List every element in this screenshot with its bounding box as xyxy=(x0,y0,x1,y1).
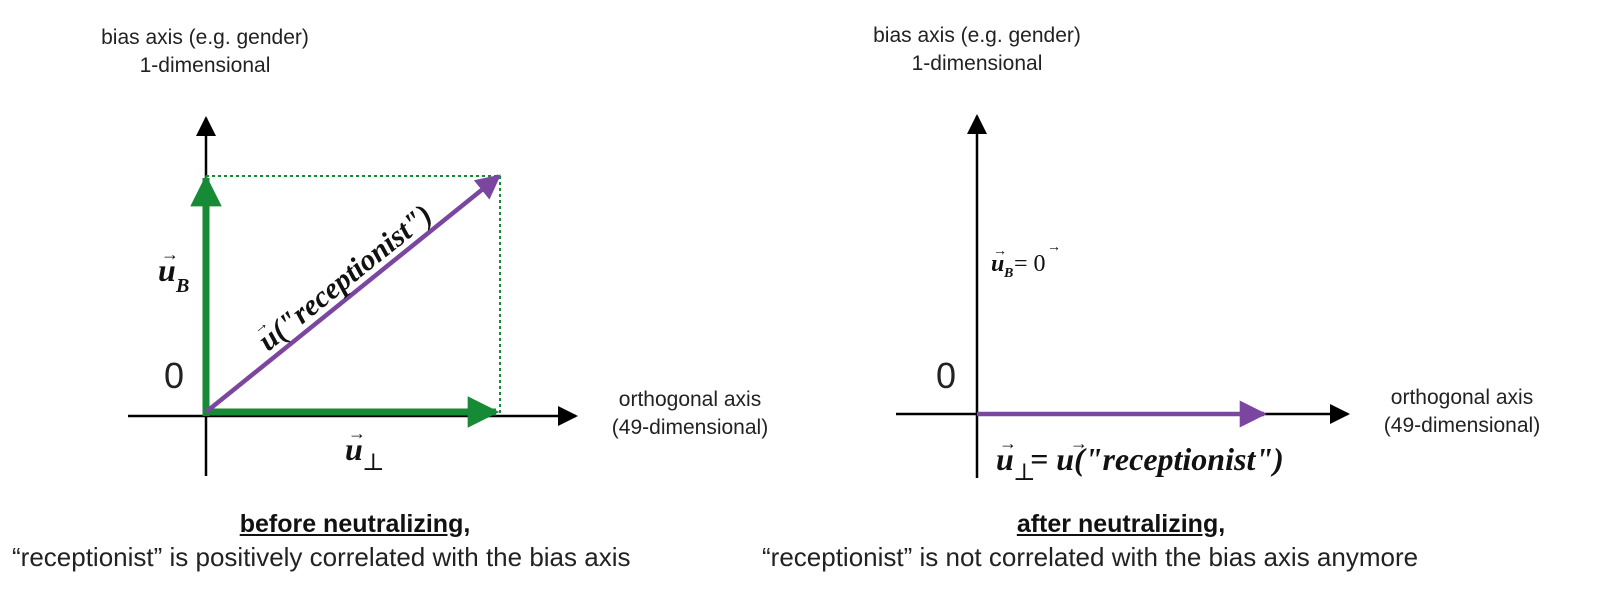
right-u-perp-equation: u → ⊥ = u("receptionist") → xyxy=(996,433,1284,486)
left-vector-label-group: u("receptionist") → xyxy=(249,198,439,357)
left-receptionist-vector xyxy=(204,174,501,414)
left-vector-label: u("receptionist") xyxy=(252,198,439,357)
left-u-perp-label: u → ⊥ xyxy=(345,423,385,476)
right-caption-title: after neutralizing, xyxy=(1016,510,1226,538)
right-u-perp-rhs: = u("receptionist") xyxy=(1030,441,1284,477)
left-u-perp-arrow: → xyxy=(348,423,366,443)
right-diagram: 0 u → B = 0 → u → ⊥ = u("receptionist") … xyxy=(896,114,1350,486)
left-caption-title: before neutralizing, xyxy=(239,510,471,538)
left-u-b-symbol: u xyxy=(158,252,176,288)
left-u-b-subscript: B xyxy=(175,275,189,297)
right-x-axis-label: orthogonal axis (49-dimensional) xyxy=(1383,386,1541,437)
left-caption-text: “receptionist” is positively correlated … xyxy=(12,542,631,572)
right-u-perp-symbol: u xyxy=(996,441,1014,477)
right-u-b-arrow: → xyxy=(993,244,1007,259)
right-origin-label: 0 xyxy=(936,355,956,396)
right-u-b-rhs: = 0 xyxy=(1014,251,1046,277)
left-origin-label: 0 xyxy=(164,355,184,396)
left-u-perp-subscript: ⊥ xyxy=(362,448,385,476)
right-u-perp-subscript: ⊥ xyxy=(1013,458,1036,486)
left-u-b-arrow: → xyxy=(161,244,179,264)
right-u-perp-arrow: → xyxy=(999,433,1017,453)
right-zero-arrow: → xyxy=(1047,240,1061,255)
left-y-axis-label: bias axis (e.g. gender) 1-dimensional xyxy=(101,26,309,77)
left-u-b-label: u → B xyxy=(158,244,189,297)
left-u-perp-symbol: u xyxy=(345,431,363,467)
right-u-b-symbol: u xyxy=(991,251,1004,277)
right-y-axis-label: bias axis (e.g. gender) 1-dimensional xyxy=(873,24,1081,75)
right-u-b-subscript: B xyxy=(1003,266,1013,281)
right-caption-text: “receptionist” is not correlated with th… xyxy=(762,542,1419,572)
left-x-axis-label: orthogonal axis (49-dimensional) xyxy=(611,388,769,439)
right-u-rhs-arrow: → xyxy=(1070,433,1088,453)
left-diagram: 0 u → B u → ⊥ u("receptionist") → xyxy=(128,116,578,476)
right-u-b-equation: u → B = 0 → xyxy=(991,240,1061,281)
